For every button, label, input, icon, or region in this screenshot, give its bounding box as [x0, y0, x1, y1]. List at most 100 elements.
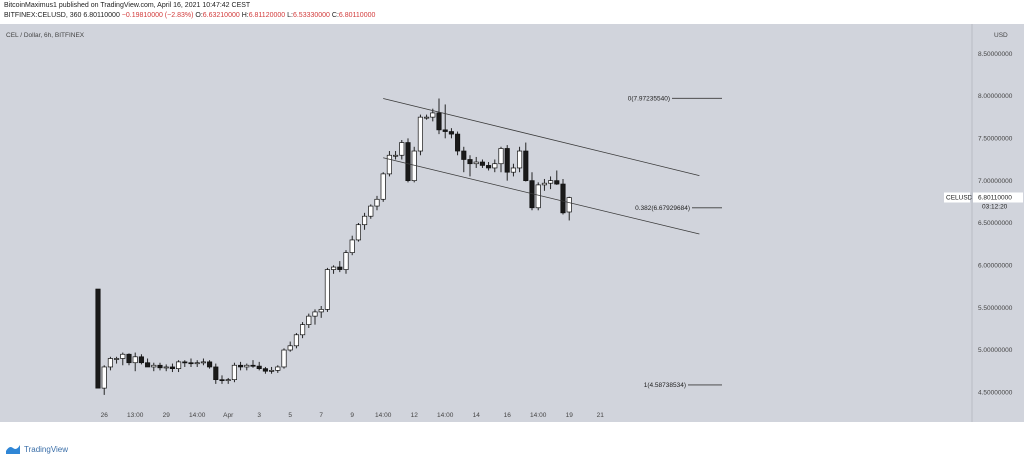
candle-body [473, 161, 479, 165]
candle-body [560, 183, 566, 214]
candle-body [306, 315, 312, 325]
symbol-tag [944, 192, 970, 203]
publisher-line: BitcoinMaximus1 published on TradingView… [4, 2, 251, 9]
candle-body [479, 161, 485, 166]
candle-body [368, 205, 374, 217]
candle-body [231, 364, 237, 381]
symbol-label: BITFINEX:CELUSD, 360 [4, 12, 82, 19]
plot-area [0, 24, 972, 422]
candle-body [510, 167, 516, 173]
candle-body [399, 142, 405, 156]
candle-body [566, 197, 572, 213]
candle-body [219, 379, 225, 382]
x-tick-label: 12 [411, 412, 419, 419]
candle-body [132, 356, 138, 364]
candle-body [523, 150, 529, 182]
candle-body [380, 173, 386, 200]
candle-body [163, 366, 169, 369]
tradingview-brand[interactable]: TradingView [6, 445, 68, 454]
candles [95, 98, 572, 395]
candle-body [281, 349, 287, 368]
candle-body [374, 198, 380, 207]
chart-title: CEL / Dollar, 6h, BITFINEX [6, 32, 85, 39]
candle-body [225, 379, 231, 382]
x-tick-label: 9 [350, 412, 354, 419]
candle-body [200, 361, 206, 364]
open-value: 6.63210000 [202, 12, 240, 19]
x-tick-label: 19 [566, 412, 574, 419]
ohlc-line: BITFINEX:CELUSD, 360 6.80110000 −0.19810… [4, 12, 375, 19]
price-tag [973, 192, 1023, 203]
x-tick-label: 29 [163, 412, 171, 419]
candle-body [238, 364, 244, 368]
candle-body [120, 353, 126, 359]
y-tick-label: 5.50000000 [978, 305, 1013, 312]
candle-body [343, 252, 349, 270]
candle-body [504, 148, 510, 173]
candle-body [486, 165, 492, 169]
candle-body [262, 368, 268, 372]
candle-body [169, 366, 175, 370]
y-tick-label: 5.00000000 [978, 347, 1013, 354]
candle-body [498, 148, 504, 165]
candle-body [300, 324, 306, 336]
fib-level-label: 1(4.58738534) [644, 382, 686, 389]
candle-body [256, 365, 262, 370]
candle-body [151, 364, 157, 368]
candlestick-chart[interactable]: CEL / Dollar, 6h, BITFINEX USD 8.5000000… [0, 24, 1024, 438]
price-axis[interactable] [972, 24, 1024, 422]
fib-level-label: 0(7.97235540) [628, 96, 670, 103]
y-tick-label: 6.50000000 [978, 220, 1013, 227]
candle-body [541, 182, 547, 186]
candle-body [275, 366, 281, 371]
candle-body [188, 362, 194, 365]
candle-body [287, 345, 293, 351]
candle-body [126, 353, 132, 364]
candle-body [430, 112, 436, 118]
low-label: L: [287, 12, 293, 19]
candle-body [492, 163, 498, 169]
candle-body [114, 358, 120, 360]
candle-body [467, 159, 473, 165]
candle-body [213, 366, 219, 381]
candle-body [405, 142, 411, 182]
fibonacci-levels: 0(7.97235540) 0.382(6.67929684) 1(4.587385… [628, 96, 722, 389]
candle-body [442, 129, 448, 132]
x-tick-label: 14:00 [437, 412, 454, 419]
candle-body [207, 361, 213, 368]
candle-body [194, 362, 200, 365]
tradingview-logo-icon [6, 445, 20, 454]
candle-body [349, 239, 355, 253]
price-change: −0.19810000 (−2.83%) [121, 12, 194, 19]
candle-body [176, 361, 182, 370]
candle-body [517, 150, 523, 169]
currency-label: USD [994, 32, 1008, 39]
x-tick-label: Apr [223, 412, 234, 419]
x-tick-label: 5 [288, 412, 292, 419]
y-tick-label: 6.00000000 [978, 263, 1013, 270]
high-label: H: [241, 12, 249, 19]
x-tick-label: 21 [597, 412, 605, 419]
candle-body [461, 150, 467, 160]
brand-name: TradingView [24, 445, 69, 454]
x-tick-label: 14:00 [375, 412, 392, 419]
candle-body [145, 362, 151, 368]
candle-body [362, 215, 368, 226]
close-value: 6.80110000 [338, 12, 376, 19]
price-tag-label: 6.80110000 [978, 195, 1012, 202]
y-tick-label: 7.50000000 [978, 136, 1013, 143]
trend-channel [383, 98, 700, 235]
trendline [383, 98, 700, 176]
candle-body [182, 361, 188, 364]
x-tick-label: 14:00 [530, 412, 547, 419]
x-tick-label: 26 [101, 412, 109, 419]
x-axis-ticks: 26 13:00 29 14:00 Apr 3 5 7 9 14:00 12 14:00 14 16 14:… [101, 412, 605, 419]
countdown-label: 03:12:20 [982, 204, 1008, 211]
candle-body [318, 309, 324, 313]
close-label: C: [331, 12, 339, 19]
candle-body [331, 266, 337, 270]
fib-level-label: 0.382(6.67929684) [635, 205, 690, 212]
candle-body [337, 266, 343, 270]
candle-body [250, 364, 256, 367]
x-tick-label: 14 [473, 412, 481, 419]
